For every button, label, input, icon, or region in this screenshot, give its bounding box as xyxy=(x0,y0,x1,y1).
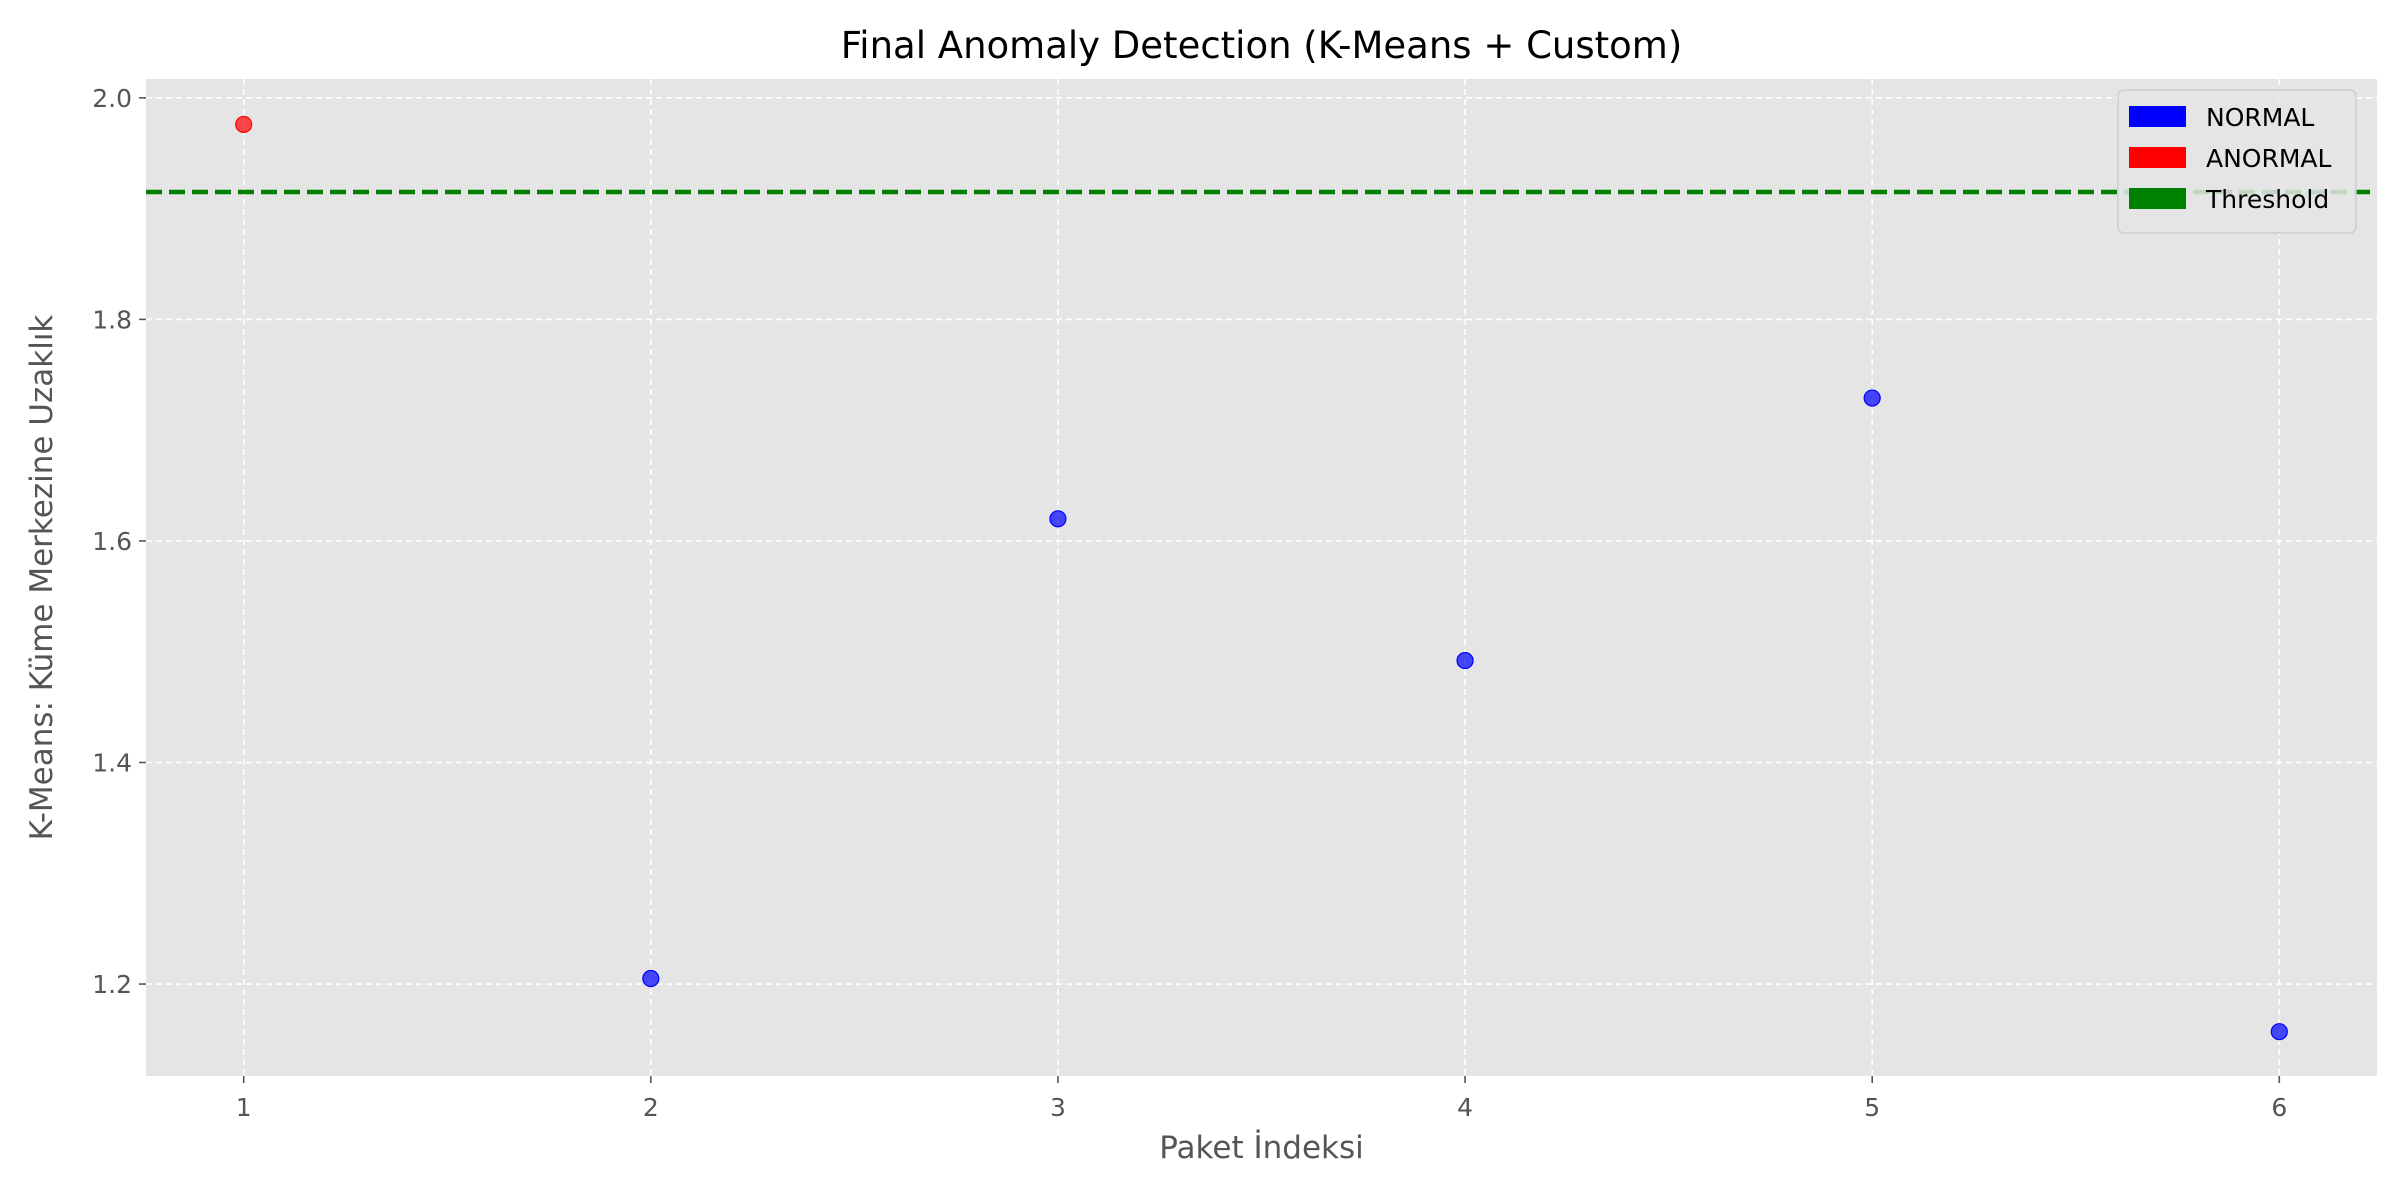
x-tick-label: 6 xyxy=(2271,1093,2287,1122)
x-axis-label: Paket İndeksi xyxy=(1159,1130,1363,1166)
legend-swatch xyxy=(2129,188,2186,209)
y-tick-label: 1.4 xyxy=(92,748,132,777)
normal-point xyxy=(2270,1023,2288,1041)
legend: NORMAL ANORMAL Threshold xyxy=(2117,89,2357,234)
legend-swatch xyxy=(2129,147,2186,168)
y-tick-label: 1.6 xyxy=(92,527,132,556)
y-tick-label: 2.0 xyxy=(92,84,132,113)
legend-label: NORMAL xyxy=(2206,103,2314,132)
plot-area xyxy=(146,79,2377,1076)
grid-lines xyxy=(146,79,2377,1076)
y-axis-label: K-Means: Küme Merkezine Uzaklık xyxy=(24,315,60,841)
legend-swatch xyxy=(2129,106,2186,127)
data-points xyxy=(235,115,2288,1041)
x-tick-label: 3 xyxy=(1050,1093,1066,1122)
legend-label: ANORMAL xyxy=(2206,144,2332,173)
y-axis-ticks: 1.2 1.4 1.6 1.8 2.0 xyxy=(92,84,146,999)
x-tick-label: 4 xyxy=(1457,1093,1473,1122)
y-tick-label: 1.8 xyxy=(92,305,132,334)
x-tick-label: 2 xyxy=(643,1093,659,1122)
normal-point xyxy=(1456,651,1474,670)
x-tick-label: 1 xyxy=(236,1093,252,1122)
anormal-point xyxy=(235,115,253,134)
normal-point xyxy=(1863,389,1881,407)
normal-point xyxy=(642,969,660,988)
normal-point xyxy=(1049,510,1067,528)
legend-label: Threshold xyxy=(2205,185,2329,214)
x-axis-ticks: 1 2 3 4 5 6 xyxy=(236,1076,2287,1122)
y-tick-label: 1.2 xyxy=(92,970,132,999)
chart-title: Final Anomaly Detection (K-Means + Custo… xyxy=(841,24,1683,67)
x-tick-label: 5 xyxy=(1864,1093,1880,1122)
